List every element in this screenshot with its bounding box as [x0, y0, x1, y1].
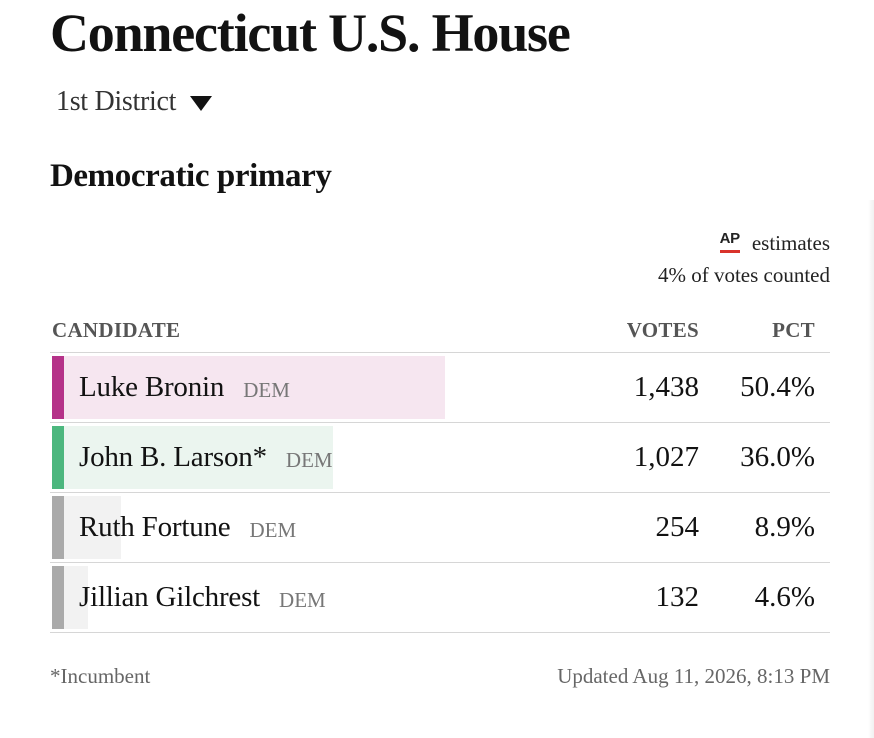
candidate-pct: 8.9% [754, 511, 815, 543]
party-color-stripe [52, 426, 64, 489]
candidate-votes: 254 [655, 511, 700, 543]
candidate-name: Jillian Gilchrest [79, 581, 261, 613]
candidate-cell: John B. Larson* DEM [79, 423, 333, 492]
candidate-party: DEM [243, 378, 290, 402]
candidate-votes: 1,438 [633, 371, 699, 403]
candidate-cell: Jillian Gilchrest DEM [79, 563, 326, 632]
race-title: Democratic primary [50, 158, 332, 194]
candidate-name: Luke Bronin [79, 371, 225, 403]
updated-timestamp: Updated Aug 11, 2026, 8:13 PM [557, 664, 830, 688]
ap-estimates: AP estimates [719, 230, 830, 256]
vote-share-bar [52, 426, 333, 489]
candidate-cell: Ruth Fortune DEM [79, 493, 296, 562]
results-table: CANDIDATE VOTES PCT Luke Bronin DEM 1,43… [50, 316, 830, 633]
party-color-stripe [52, 356, 64, 419]
page-title: Connecticut U.S. House [50, 3, 571, 63]
candidate-name: John B. Larson* [79, 441, 267, 473]
table-row: Jillian Gilchrest DEM 132 4.6% [50, 563, 830, 633]
table-row: Luke Bronin DEM 1,438 50.4% [50, 353, 830, 423]
incumbent-footnote: *Incumbent [50, 664, 151, 688]
candidate-party: DEM [285, 448, 333, 472]
candidate-pct: 4.6% [754, 581, 815, 613]
candidate-party: DEM [279, 588, 326, 612]
triangle-down-icon[interactable] [190, 95, 213, 111]
candidate-votes: 132 [655, 581, 700, 613]
column-header-candidate: CANDIDATE [52, 318, 181, 342]
candidate-name: Ruth Fortune [79, 511, 231, 543]
candidate-party: DEM [249, 518, 297, 542]
table-header: CANDIDATE VOTES PCT [50, 316, 830, 353]
district-dropdown-label: 1st District [56, 86, 177, 117]
candidate-pct: 50.4% [740, 371, 815, 403]
candidate-cell: Luke Bronin DEM [79, 353, 290, 422]
column-header-votes: VOTES [626, 318, 699, 342]
district-dropdown[interactable]: 1st District [56, 84, 213, 120]
table-row: John B. Larson* DEM 1,027 36.0% [50, 423, 830, 493]
candidate-votes: 1,027 [633, 441, 699, 473]
page-edge-shadow [868, 200, 874, 738]
vote-share-bar [52, 356, 445, 419]
ap-estimates-label: estimates [751, 231, 830, 255]
column-header-pct: PCT [772, 318, 815, 342]
party-color-stripe [52, 496, 64, 559]
table-row: Ruth Fortune DEM 254 8.9% [50, 493, 830, 563]
candidate-pct: 36.0% [740, 441, 815, 473]
ap-logo: AP [719, 230, 740, 253]
votes-counted: 4% of votes counted [657, 263, 830, 287]
party-color-stripe [52, 566, 64, 629]
